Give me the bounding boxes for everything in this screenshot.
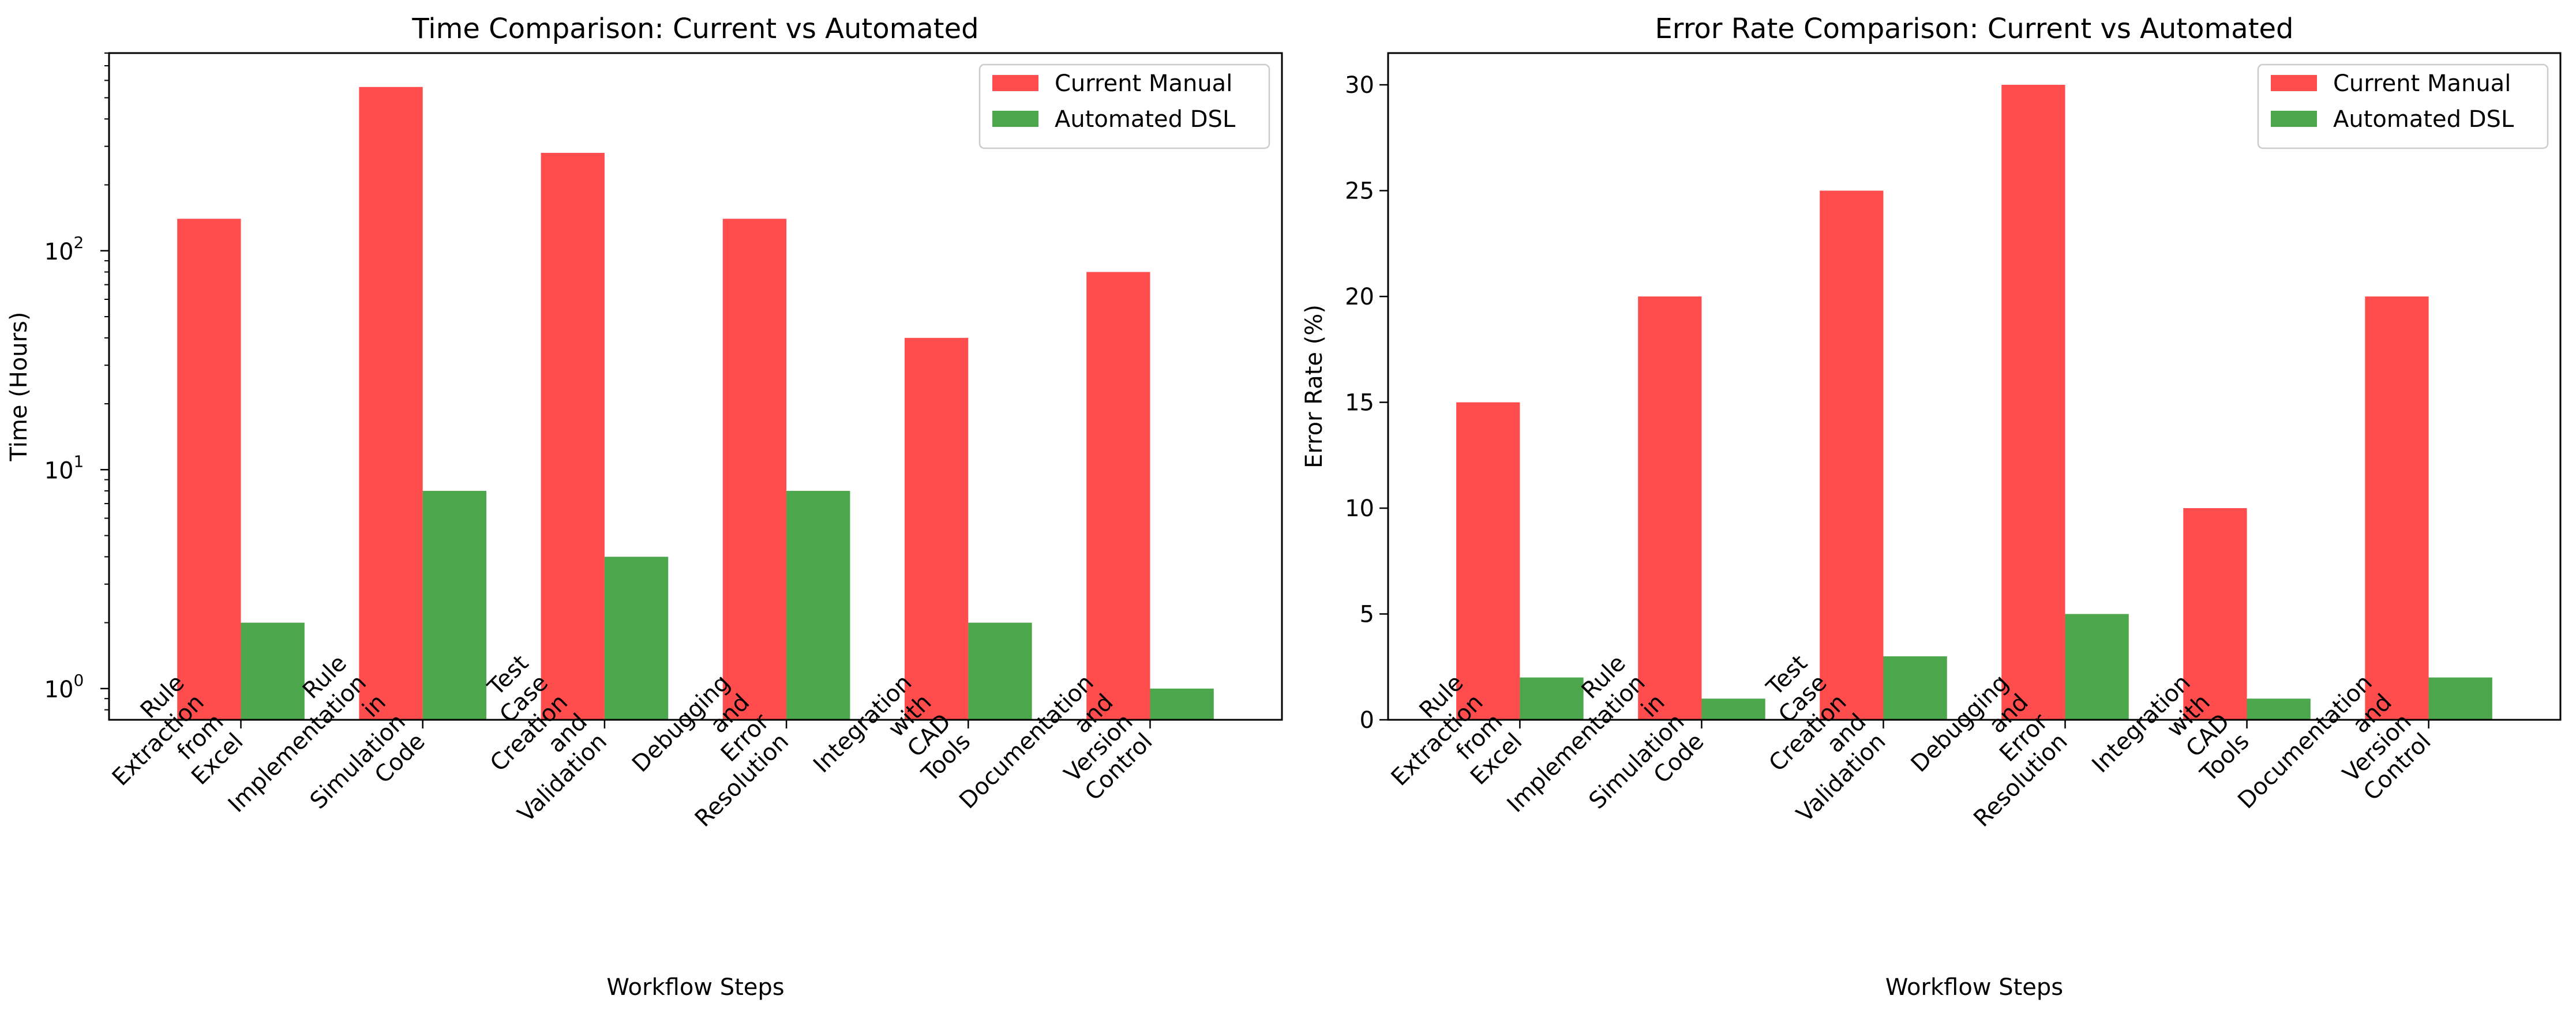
y-axis-label: Error Rate (%) — [1301, 305, 1328, 468]
bar-current-manual-5 — [1086, 272, 1150, 720]
axes-frame — [108, 52, 1283, 721]
x-axis-label: Workflow Steps — [1885, 974, 2063, 1001]
y-tick-label: 0 — [1360, 707, 1374, 734]
y-tick-label: 100 — [44, 671, 84, 703]
bar-current-manual-0 — [1456, 402, 1520, 720]
legend-box — [2257, 63, 2549, 149]
bar-current-manual-5 — [2365, 296, 2429, 720]
bar-current-manual-2 — [1820, 190, 1884, 720]
y-tick-exponent: 1 — [74, 452, 84, 471]
legend-label: Automated DSL — [2333, 106, 2514, 133]
bar-automated-dsl-5 — [1150, 688, 1214, 720]
bar-automated-dsl-2 — [604, 557, 669, 720]
bar-current-manual-3 — [2001, 85, 2065, 720]
legend-label: Current Manual — [1055, 70, 1232, 97]
y-tick-label: 5 — [1360, 602, 1374, 628]
x-axis-label: Workflow Steps — [606, 974, 784, 1001]
y-tick-label: 101 — [44, 452, 84, 484]
legend: Current Manual Automated DSL — [978, 63, 1270, 149]
y-tick-label: 30 — [1345, 72, 1374, 99]
bar-automated-dsl-0 — [241, 622, 305, 720]
bar-automated-dsl-4 — [968, 622, 1032, 720]
bar-automated-dsl-3 — [786, 491, 850, 720]
bar-automated-dsl-2 — [1883, 656, 1947, 720]
legend-swatch-current-manual — [2271, 75, 2317, 91]
chart-title: Time Comparison: Current vs Automated — [411, 13, 978, 45]
bar-current-manual-4 — [904, 337, 969, 720]
legend-swatch-automated-dsl — [2271, 111, 2317, 127]
chart-title: Error Rate Comparison: Current vs Automa… — [1655, 13, 2293, 45]
y-tick-label: 15 — [1345, 390, 1374, 416]
y-tick-exponent: 2 — [74, 233, 84, 252]
y-tick-base: 10 — [44, 677, 74, 703]
bar-automated-dsl-4 — [2247, 698, 2311, 720]
legend-label: Current Manual — [2333, 70, 2511, 97]
legend-label: Automated DSL — [1055, 106, 1236, 133]
bar-automated-dsl-5 — [2428, 677, 2492, 720]
y-tick-label: 10 — [1345, 495, 1374, 522]
y-tick-base: 10 — [44, 457, 74, 484]
y-tick-label: 25 — [1345, 178, 1374, 205]
legend-swatch-current-manual — [992, 75, 1038, 91]
axes-frame — [1387, 52, 2562, 721]
y-axis-label: Time (Hours) — [6, 311, 32, 461]
legend: Current Manual Automated DSL — [2257, 63, 2549, 149]
bar-automated-dsl-1 — [422, 491, 487, 720]
bar-automated-dsl-1 — [1701, 698, 1765, 720]
bar-current-manual-3 — [722, 219, 787, 720]
y-tick-label: 102 — [44, 233, 84, 265]
y-tick-exponent: 0 — [74, 671, 84, 690]
bar-automated-dsl-0 — [1520, 677, 1584, 720]
bar-current-manual-0 — [177, 219, 241, 720]
bar-automated-dsl-3 — [2065, 614, 2129, 720]
bar-current-manual-4 — [2183, 508, 2247, 720]
bar-current-manual-1 — [359, 87, 423, 720]
bar-current-manual-1 — [1638, 296, 1702, 720]
legend-swatch-automated-dsl — [992, 111, 1038, 127]
y-tick-label: 20 — [1345, 284, 1374, 310]
bar-current-manual-2 — [541, 153, 605, 720]
legend-box — [978, 63, 1270, 149]
y-tick-base: 10 — [44, 239, 74, 265]
